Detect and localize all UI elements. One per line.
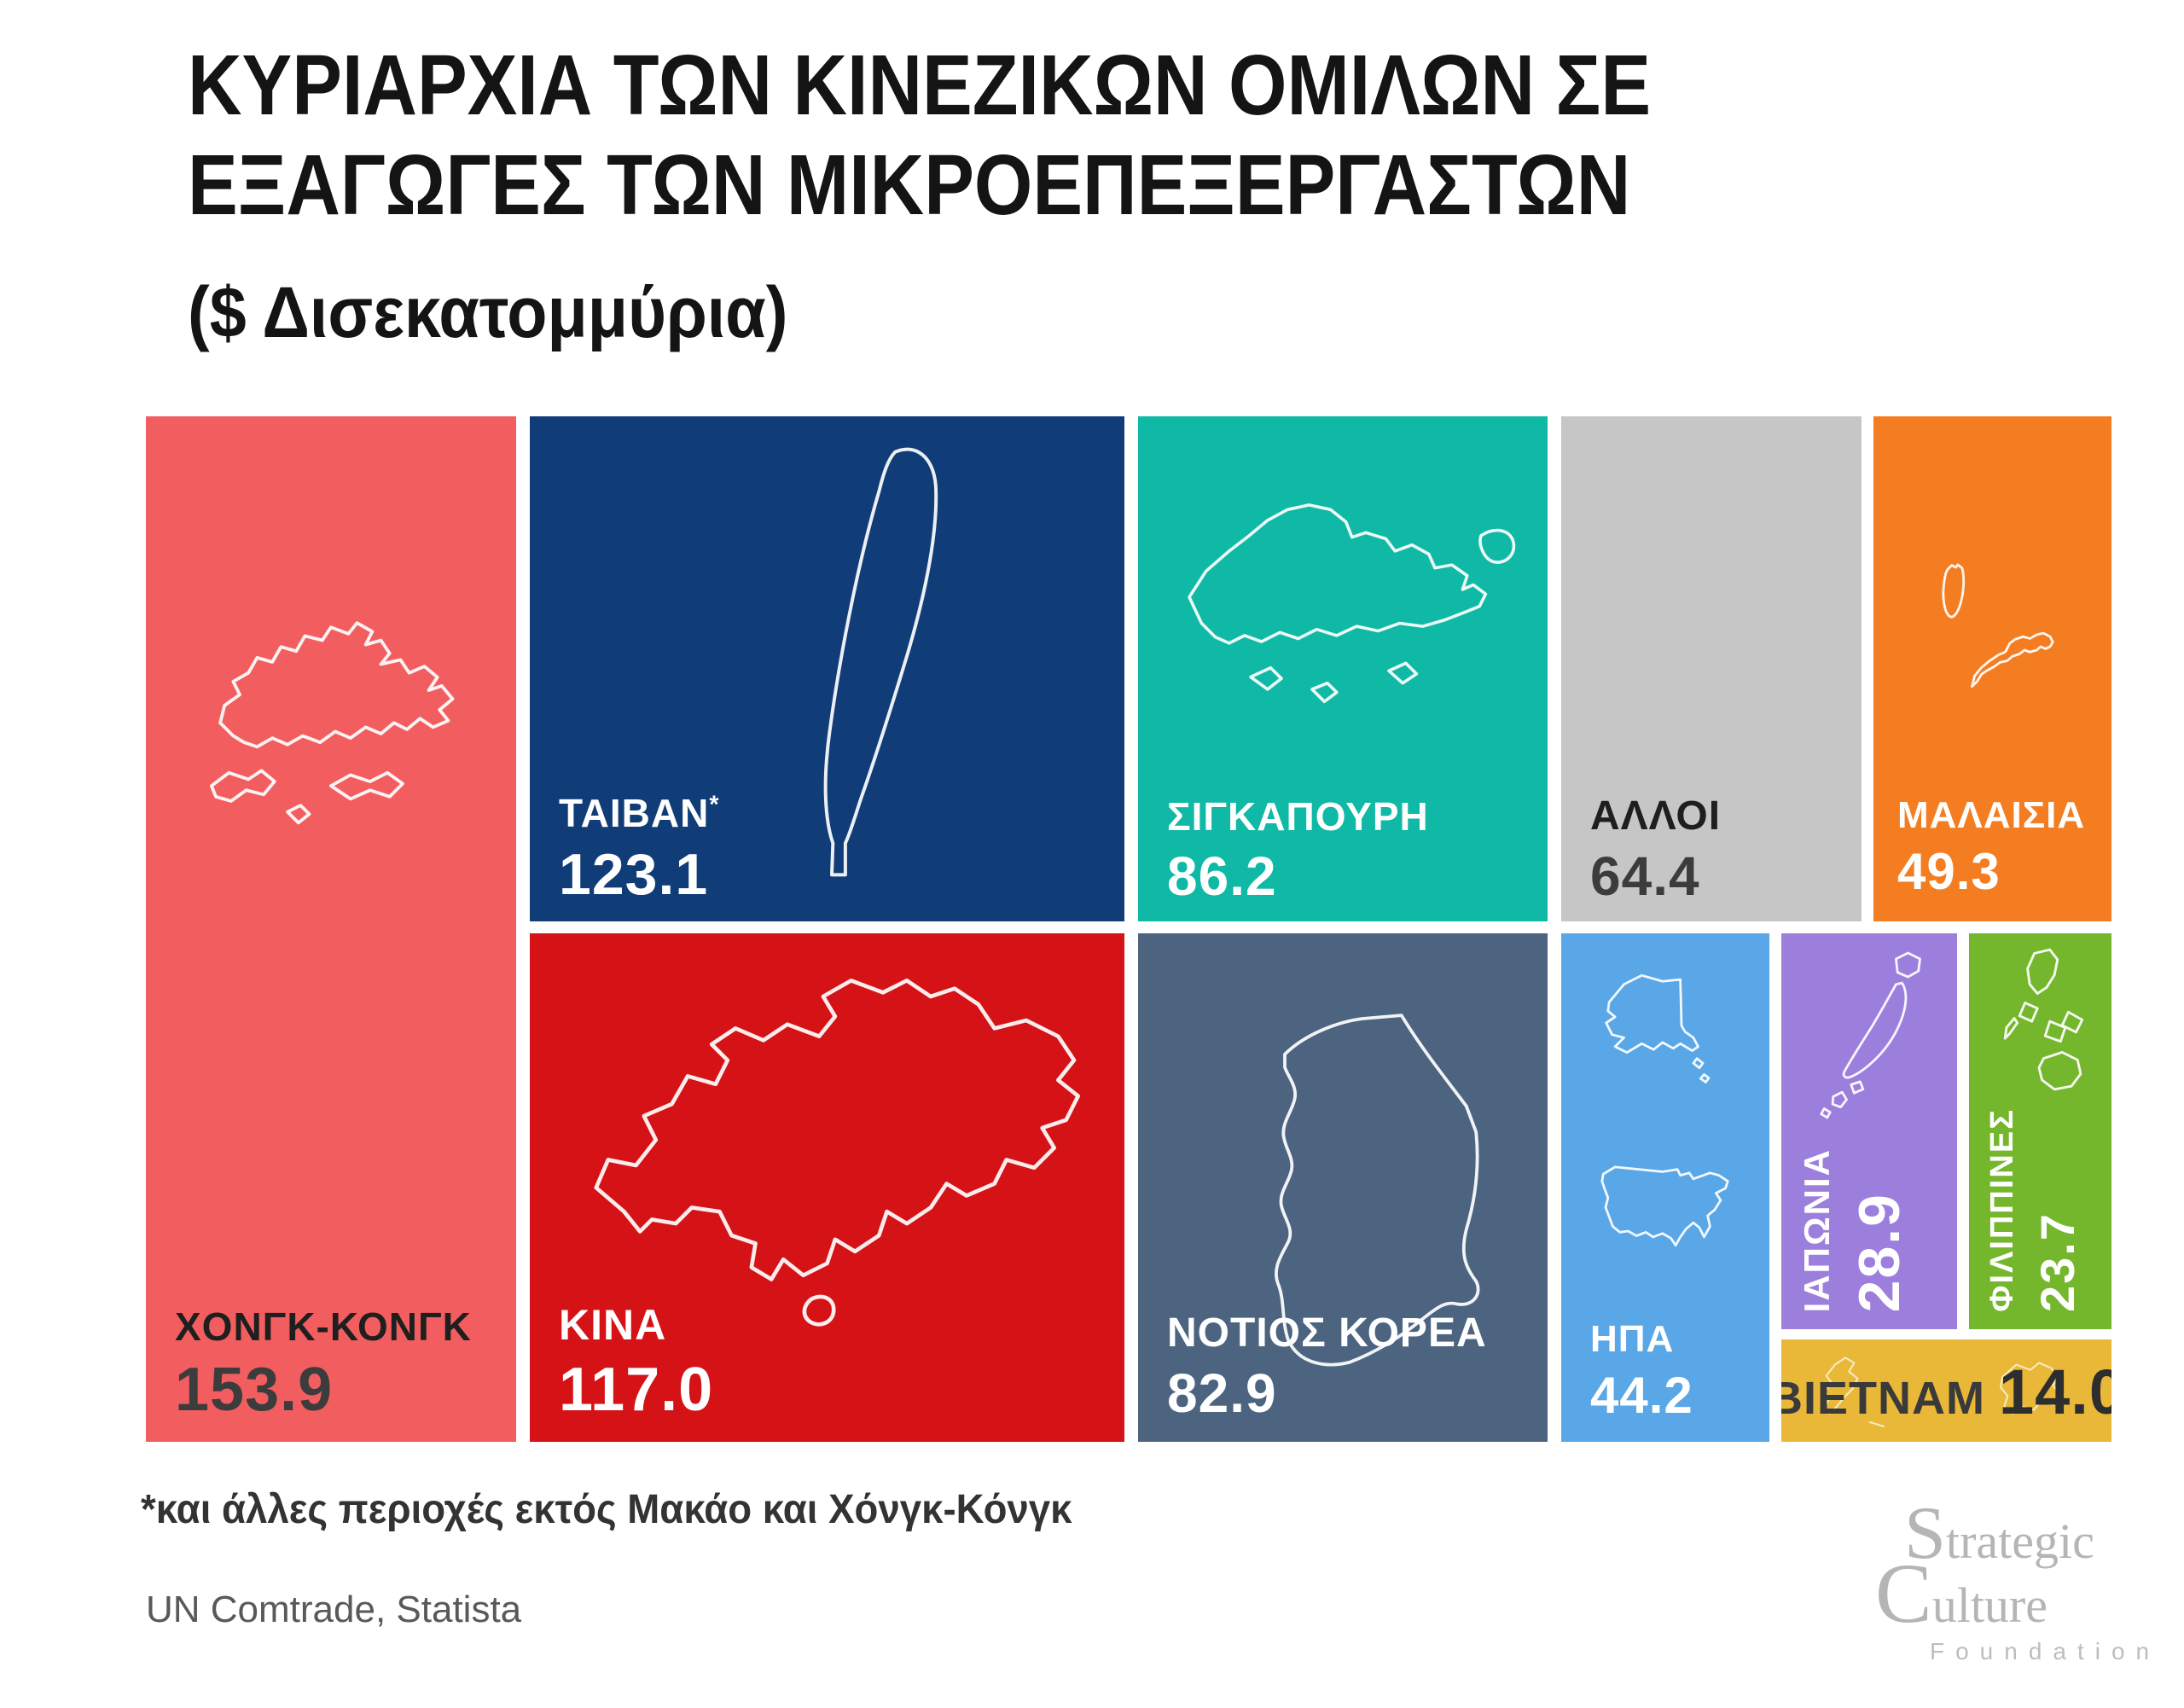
philippines-value: 23.7 [2030, 1212, 2084, 1312]
hong-kong-text: ΧΟΝΓΚ-ΚΟΝΓΚ 153.9 [175, 1304, 472, 1425]
taiwan-value: 123.1 [559, 842, 709, 907]
south-korea-label: ΝΟΤΙΟΣ ΚΟΡΕΑ [1167, 1310, 1487, 1356]
logo-word-culture: Culture [1875, 1546, 2048, 1641]
treemap-block-hong-kong: ΧΟΝΓΚ-ΚΟΝΓΚ 153.9 [146, 416, 516, 1442]
japan-value: 28.9 [1847, 1192, 1912, 1312]
taiwan-footnote-asterisk: * [709, 791, 720, 819]
vietnam-label: ΒΙΕΤΝΑΜ [1781, 1373, 1985, 1424]
logo-word-strategic: Strategic [1904, 1492, 2094, 1575]
footnote: *και άλλες περιοχές εκτός Μακάο και Χόνγ… [141, 1487, 1072, 1532]
treemap-block-others: ΑΛΛΟΙ 64.4 [1561, 416, 1862, 921]
china-label: ΚΙΝΑ [559, 1301, 667, 1349]
japan-text: ΙΑΠΩΝΙΑ 28.9 [1797, 1148, 1913, 1312]
singapore-map-outline [1188, 503, 1516, 704]
strategic-culture-foundation-logo: Strategic Culture Foundation [1875, 1492, 2161, 1665]
title-line-1: ΚΥΡΙΑΡΧΙΑ ΤΩΝ ΚΙΝΕΖΙΚΩΝ ΟΜΙΛΩΝ ΣΕ [188, 38, 1652, 133]
taiwan-map-outline [823, 447, 938, 877]
others-text: ΑΛΛΟΙ 64.4 [1590, 793, 1721, 908]
malaysia-map-outline [1942, 563, 2054, 688]
source-attribution: UN Comtrade, Statista [146, 1589, 522, 1630]
south-korea-value: 82.9 [1167, 1362, 1277, 1424]
vietnam-map-outline [1822, 1357, 2061, 1427]
malaysia-label: ΜΑΛΑΙΣΙΑ [1897, 794, 2086, 836]
south-korea-text: ΝΟΤΙΟΣ ΚΟΡΕΑ 82.9 [1167, 1310, 1487, 1425]
singapore-value: 86.2 [1167, 845, 1277, 907]
malaysia-value: 49.3 [1897, 843, 2001, 900]
taiwan-label: ΤΑΙΒΑΝ* [559, 791, 720, 835]
singapore-text: ΣΙΓΚΑΠΟΥΡΗ 86.2 [1167, 793, 1429, 908]
unit-subtitle: ($ Δισεκατομμύρια) [188, 272, 788, 352]
philippines-label: ΦΙΛΙΠΠΙΝΕΣ [1984, 1108, 2020, 1312]
usa-map-outline [1600, 973, 1729, 1246]
treemap-block-china: ΚΙΝΑ 117.0 [530, 933, 1124, 1442]
vietnam-text: ΒΙΕΤΝΑΜ 14.0 [1781, 1356, 2111, 1428]
hong-kong-map-outline [210, 621, 455, 825]
japan-map-outline [1820, 951, 1922, 1119]
logo-word-foundation: Foundation [1930, 1638, 2161, 1665]
china-value: 117.0 [559, 1356, 714, 1424]
taiwan-text: ΤΑΙΒΑΝ* 123.1 [559, 790, 719, 908]
page-title: ΚΥΡΙΑΡΧΙΑ ΤΩΝ ΚΙΝΕΖΙΚΩΝ ΟΜΙΛΩΝ ΣΕ ΕΞΑΓΩΓ… [188, 36, 1651, 235]
japan-label: ΙΑΠΩΝΙΑ [1797, 1147, 1837, 1312]
vietnam-value: 14.0 [1998, 1357, 2111, 1427]
philippines-map-outline [2003, 948, 2083, 1091]
title-line-2: ΕΞΑΓΩΓΕΣ ΤΩΝ ΜΙΚΡΟΕΠΕΞΕΡΓΑΣΤΩΝ [188, 137, 1631, 233]
treemap-block-malaysia: ΜΑΛΑΙΣΙΑ 49.3 [1873, 416, 2111, 921]
hong-kong-label: ΧΟΝΓΚ-ΚΟΝΓΚ [175, 1304, 472, 1349]
philippines-text: ΦΙΛΙΠΠΙΝΕΣ 23.7 [1984, 1108, 2085, 1312]
treemap-block-vietnam: ΒΙΕΤΝΑΜ 14.0 [1781, 1339, 2111, 1442]
south-korea-map-outline [1274, 1014, 1480, 1367]
china-text: ΚΙΝΑ 117.0 [559, 1300, 713, 1425]
treemap-block-usa: ΗΠΑ 44.2 [1561, 933, 1769, 1442]
usa-label: ΗΠΑ [1590, 1318, 1675, 1360]
treemap-block-japan: ΙΑΠΩΝΙΑ 28.9 [1781, 933, 1957, 1329]
treemap-block-singapore: ΣΙΓΚΑΠΟΥΡΗ 86.2 [1138, 416, 1548, 921]
singapore-label: ΣΙΓΚΑΠΟΥΡΗ [1167, 794, 1429, 839]
usa-value: 44.2 [1590, 1367, 1693, 1424]
treemap-block-philippines: ΦΙΛΙΠΠΙΝΕΣ 23.7 [1969, 933, 2111, 1329]
usa-text: ΗΠΑ 44.2 [1590, 1318, 1693, 1425]
hong-kong-value: 153.9 [175, 1356, 334, 1424]
china-map-outline [594, 978, 1080, 1327]
treemap-block-taiwan: ΤΑΙΒΑΝ* 123.1 [530, 416, 1124, 921]
malaysia-text: ΜΑΛΑΙΣΙΑ 49.3 [1897, 794, 2085, 901]
treemap-block-south-korea: ΝΟΤΙΟΣ ΚΟΡΕΑ 82.9 [1138, 933, 1548, 1442]
others-value: 64.4 [1590, 845, 1700, 907]
others-label: ΑΛΛΟΙ [1590, 793, 1722, 839]
